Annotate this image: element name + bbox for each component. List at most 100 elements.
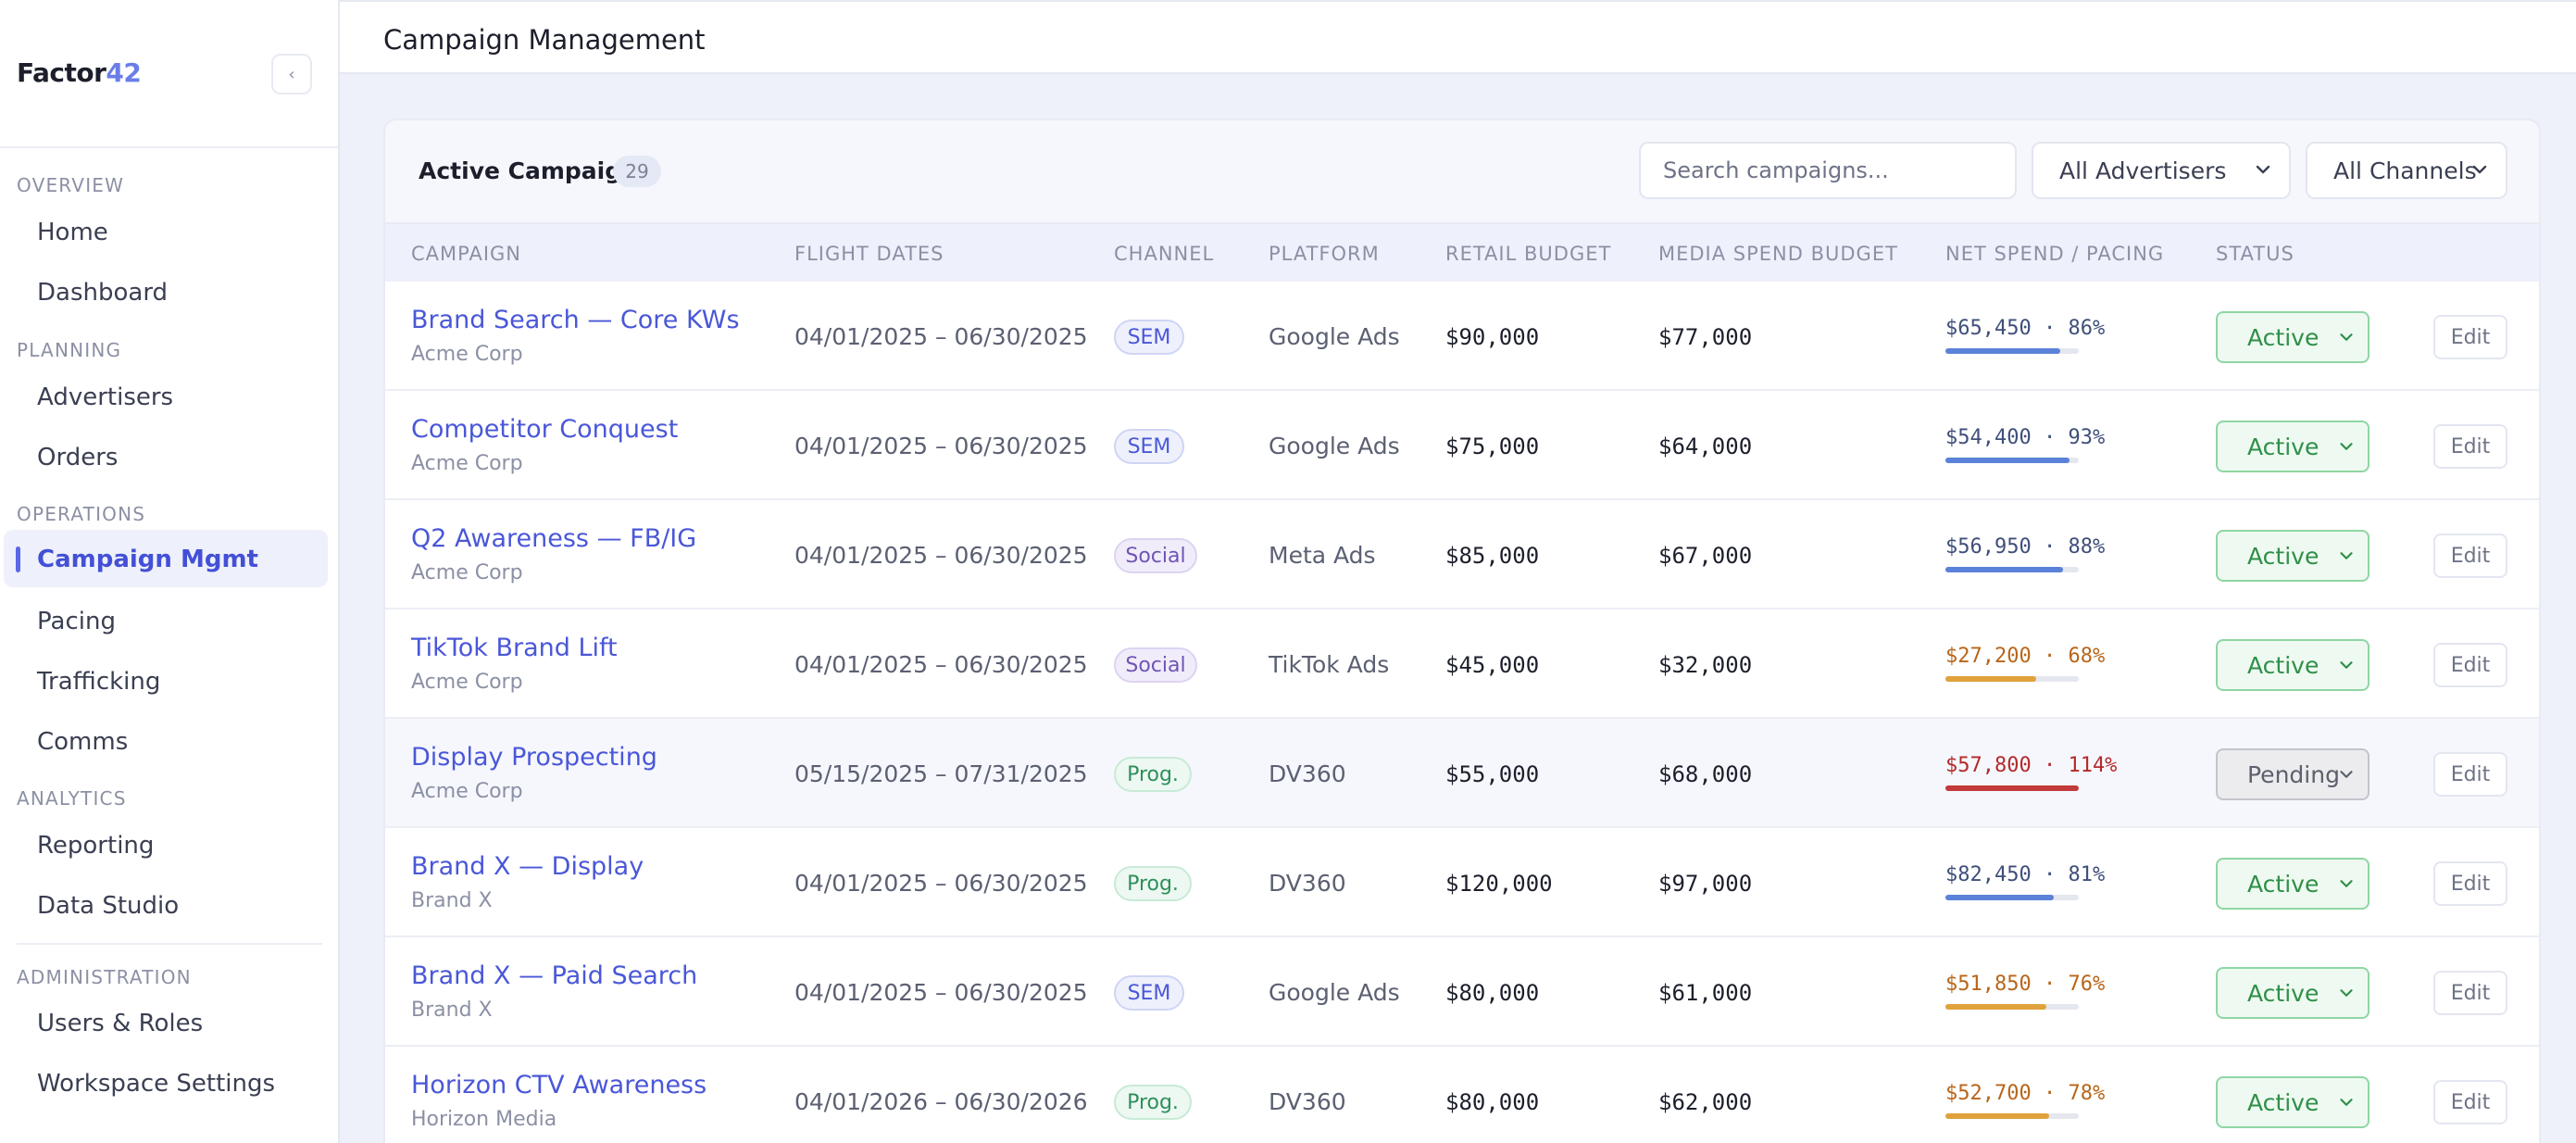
- status-select[interactable]: Active: [2216, 421, 2370, 472]
- status-select[interactable]: Pending: [2216, 748, 2370, 800]
- edit-button[interactable]: Edit: [2433, 1080, 2507, 1124]
- sidebar-active-highlight: [4, 530, 328, 587]
- channel-badge: Prog.: [1114, 757, 1192, 792]
- column-header-campaign[interactable]: CAMPAIGN: [411, 243, 522, 265]
- platform: TikTok Ads: [1269, 651, 1390, 678]
- platform: Meta Ads: [1269, 542, 1376, 569]
- column-header-media-spend-budget[interactable]: MEDIA SPEND BUDGET: [1658, 243, 1898, 265]
- status-select[interactable]: Active: [2216, 639, 2370, 691]
- channel-badge: SEM: [1114, 320, 1184, 355]
- table-row[interactable]: [385, 1047, 2539, 1143]
- section-overview: OVERVIEW: [17, 174, 125, 196]
- advertiser-filter-select[interactable]: All Advertisers: [2032, 142, 2291, 199]
- platform: DV360: [1269, 1088, 1346, 1115]
- column-header-status[interactable]: STATUS: [2216, 243, 2295, 265]
- advertiser-name: Acme Corp: [411, 780, 523, 803]
- net-spend-pacing: $52,700 · 78%: [1945, 1082, 2106, 1105]
- retail-budget: $80,000: [1445, 980, 1540, 1006]
- table-row[interactable]: [385, 391, 2539, 500]
- edit-button[interactable]: Edit: [2433, 315, 2507, 359]
- campaign-name-link[interactable]: Brand X — Display: [411, 852, 644, 881]
- table-row[interactable]: [385, 500, 2539, 609]
- channel-badge: SEM: [1114, 429, 1184, 464]
- campaign-name-link[interactable]: Q2 Awareness — FB/IG: [411, 524, 697, 553]
- status-select[interactable]: Active: [2216, 858, 2370, 910]
- chevron-down-icon: [2340, 661, 2353, 669]
- sidebar-item-data-studio[interactable]: Data Studio: [37, 892, 180, 920]
- channel-badge: Social: [1114, 647, 1197, 683]
- table-row[interactable]: [385, 609, 2539, 719]
- campaign-name-link[interactable]: Competitor Conquest: [411, 415, 679, 444]
- status-value: Pending: [2247, 760, 2340, 788]
- section-planning: PLANNING: [17, 339, 122, 361]
- channel-filter-select[interactable]: All Channels: [2306, 142, 2507, 199]
- status-select[interactable]: Active: [2216, 530, 2370, 582]
- channel-badge: Social: [1114, 538, 1197, 573]
- column-header-channel[interactable]: CHANNEL: [1114, 243, 1215, 265]
- sidebar-item-comms[interactable]: Comms: [37, 728, 129, 756]
- advertiser-name: Acme Corp: [411, 343, 523, 366]
- net-spend-pacing: $51,850 · 76%: [1945, 973, 2106, 996]
- campaign-name-link[interactable]: Brand X — Paid Search: [411, 961, 698, 990]
- sidebar-item-workspace-settings[interactable]: Workspace Settings: [37, 1070, 276, 1098]
- channel-badge: Prog.: [1114, 866, 1192, 901]
- search-input[interactable]: [1639, 142, 2017, 199]
- table-row[interactable]: [385, 937, 2539, 1047]
- platform: Google Ads: [1269, 323, 1400, 350]
- column-header-platform[interactable]: PLATFORM: [1269, 243, 1380, 265]
- page-title: Campaign Management: [383, 24, 706, 56]
- sidebar-item-reporting[interactable]: Reporting: [37, 832, 155, 860]
- edit-button[interactable]: Edit: [2433, 643, 2507, 687]
- pacing-bar: [1945, 348, 2079, 354]
- pacing-bar-fill: [1945, 676, 2036, 682]
- advertiser-name: Acme Corp: [411, 561, 523, 584]
- flight-dates: 04/01/2025 – 06/30/2025: [794, 542, 1088, 569]
- collapse-sidebar-button[interactable]: ‹: [271, 54, 312, 94]
- platform: DV360: [1269, 870, 1346, 897]
- edit-button[interactable]: Edit: [2433, 971, 2507, 1015]
- sidebar-item-pacing[interactable]: Pacing: [37, 608, 116, 635]
- advertiser-name: Acme Corp: [411, 452, 523, 475]
- divider: [17, 943, 322, 945]
- retail-budget: $120,000: [1445, 871, 1553, 897]
- edit-button[interactable]: Edit: [2433, 534, 2507, 578]
- flight-dates: 04/01/2025 – 06/30/2025: [794, 870, 1088, 897]
- campaign-name-link[interactable]: TikTok Brand Lift: [411, 634, 618, 662]
- sidebar-item-campaign-mgmt[interactable]: Campaign Mgmt: [37, 546, 258, 573]
- platform: DV360: [1269, 760, 1346, 787]
- active-indicator: [16, 546, 20, 572]
- column-header-retail-budget[interactable]: RETAIL BUDGET: [1445, 243, 1612, 265]
- flight-dates: 04/01/2025 – 06/30/2025: [794, 979, 1088, 1006]
- campaign-name-link[interactable]: Display Prospecting: [411, 743, 657, 772]
- column-header-flight-dates[interactable]: FLIGHT DATES: [794, 243, 944, 265]
- sidebar-item-trafficking[interactable]: Trafficking: [37, 668, 161, 696]
- sidebar-item-users-roles[interactable]: Users & Roles: [37, 1010, 204, 1037]
- column-header-net-spend-pacing[interactable]: NET SPEND / PACING: [1945, 243, 2165, 265]
- retail-budget: $55,000: [1445, 761, 1540, 787]
- retail-budget: $90,000: [1445, 324, 1540, 350]
- net-spend-pacing: $82,450 · 81%: [1945, 863, 2106, 886]
- status-select[interactable]: Active: [2216, 1076, 2370, 1128]
- chevron-down-icon: [2340, 989, 2353, 997]
- campaign-name-link[interactable]: Brand Search — Core KWs: [411, 306, 740, 334]
- flight-dates: 04/01/2026 – 06/30/2026: [794, 1088, 1088, 1115]
- edit-button[interactable]: Edit: [2433, 752, 2507, 797]
- status-value: Active: [2247, 323, 2320, 351]
- sidebar-item-advertisers[interactable]: Advertisers: [37, 383, 174, 411]
- status-value: Active: [2247, 542, 2320, 570]
- table-row[interactable]: [385, 719, 2539, 828]
- media-spend-budget: $97,000: [1658, 871, 1753, 897]
- status-value: Active: [2247, 433, 2320, 460]
- status-select[interactable]: Active: [2216, 967, 2370, 1019]
- table-row[interactable]: [385, 282, 2539, 391]
- sidebar-item-orders[interactable]: Orders: [37, 444, 119, 471]
- pacing-bar-fill: [1945, 567, 2063, 572]
- edit-button[interactable]: Edit: [2433, 861, 2507, 906]
- status-select[interactable]: Active: [2216, 311, 2370, 363]
- campaign-name-link[interactable]: Horizon CTV Awareness: [411, 1071, 707, 1099]
- sidebar-item-dashboard[interactable]: Dashboard: [37, 279, 169, 307]
- sidebar-item-home[interactable]: Home: [37, 219, 108, 246]
- edit-button[interactable]: Edit: [2433, 424, 2507, 469]
- chevron-left-icon: ‹: [288, 64, 295, 84]
- table-row[interactable]: [385, 828, 2539, 937]
